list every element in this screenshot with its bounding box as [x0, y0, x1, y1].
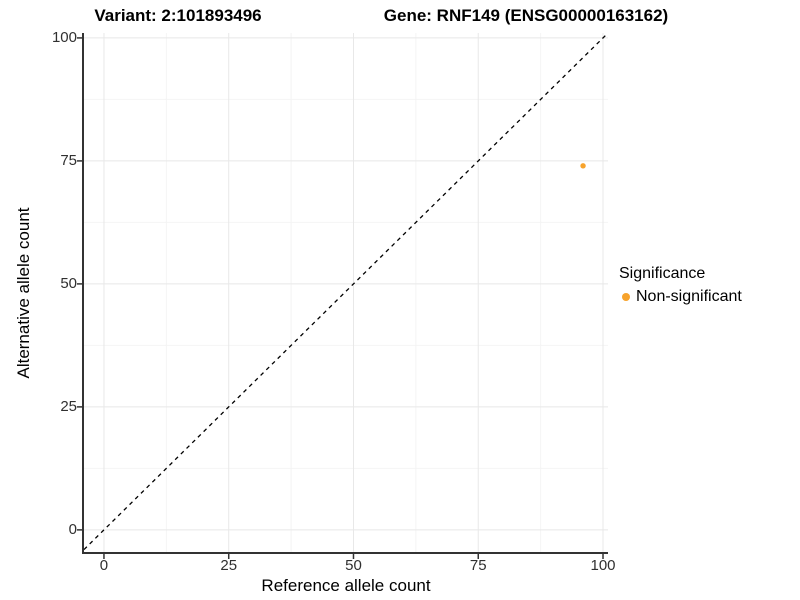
y-tick-label: 0 [68, 520, 77, 538]
identity-dashed-line [83, 32, 609, 551]
x-tick-label: 50 [345, 557, 362, 574]
legend-item-label: Non-significant [636, 288, 742, 305]
y-axis-title: Alternative allele count [14, 207, 33, 379]
data-point [580, 163, 586, 169]
x-axis-title: Reference allele count [261, 576, 431, 595]
legend-point-icon [622, 293, 630, 301]
legend-title: Significance [619, 265, 706, 282]
x-tick-label: 100 [590, 557, 616, 574]
x-tick-label: 25 [220, 557, 238, 574]
legend: Significance Non-significant [619, 265, 742, 306]
legend-item-non-significant: Non-significant [619, 288, 742, 306]
x-tick-label: 75 [469, 557, 487, 574]
x-tick-label: 0 [99, 557, 109, 574]
y-tick-label: 100 [51, 28, 77, 46]
plot-title-gene: Gene: RNF149 (ENSG00000163162) [383, 6, 669, 25]
y-tick-label: 25 [60, 397, 77, 415]
y-tick-label: 75 [60, 151, 77, 169]
y-tick-label: 50 [60, 274, 77, 292]
plot-title-variant: Variant: 2:101893496 [94, 6, 262, 25]
